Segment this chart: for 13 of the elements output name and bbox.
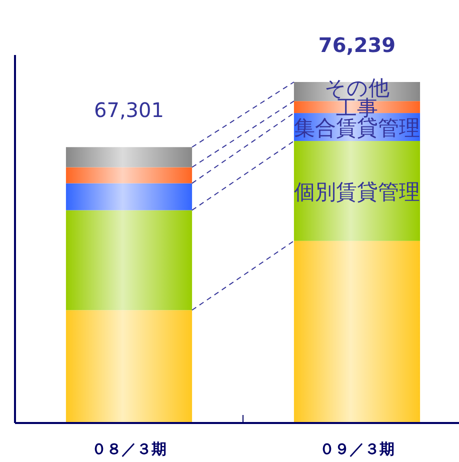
annotation: 67,301 xyxy=(94,98,164,122)
bar xyxy=(66,210,192,310)
text: 76,239 xyxy=(318,33,396,57)
series-label: 個別賃貸管理 xyxy=(294,180,420,204)
bar xyxy=(66,310,192,423)
x-tick-label: ０８／３期 xyxy=(92,440,166,458)
bar xyxy=(66,167,192,184)
bar xyxy=(66,147,192,168)
x-tick-label: ０９／３期 xyxy=(320,440,394,458)
bar xyxy=(294,240,420,423)
bar xyxy=(294,140,420,241)
series-label: 集合賃貸管理 xyxy=(294,116,420,140)
bar xyxy=(66,183,192,210)
